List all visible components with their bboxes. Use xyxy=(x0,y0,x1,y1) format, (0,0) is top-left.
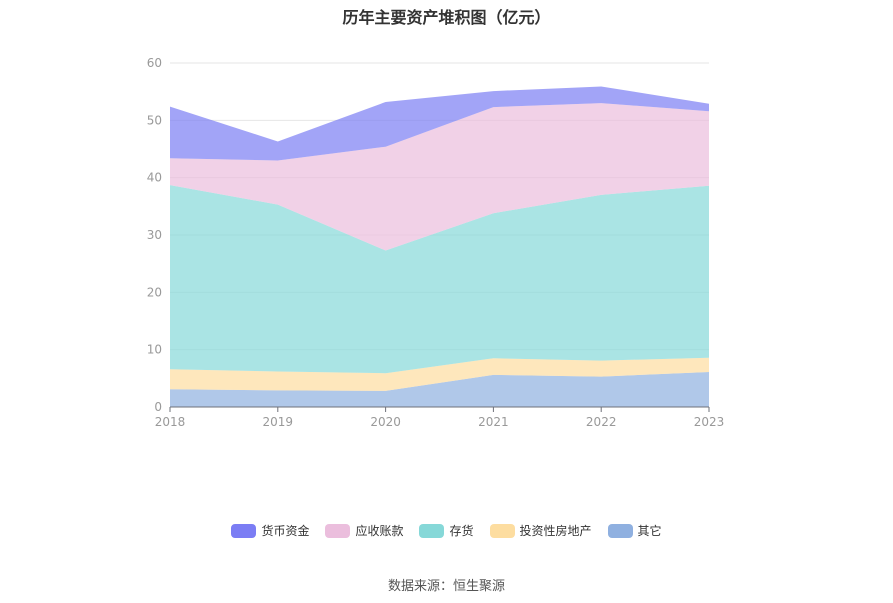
x-tick-label: 2022 xyxy=(586,415,617,429)
y-tick-label: 20 xyxy=(147,285,162,299)
axes: 0 10 20 30 40 50 60 2018 2019 2020 2021 2022 2023 xyxy=(147,56,725,429)
legend-item[interactable]: 货币资金 xyxy=(231,522,309,539)
legend-label: 货币资金 xyxy=(261,524,310,538)
legend-swatch xyxy=(325,523,351,538)
y-tick-label: 10 xyxy=(147,343,162,357)
area-series-group xyxy=(170,86,709,407)
legend-label: 其它 xyxy=(637,524,662,538)
x-tick-label: 2019 xyxy=(263,415,294,429)
area-series-3[interactable] xyxy=(170,103,709,251)
legend: 货币资金 应收账款 存货 投资性房地产 其它 xyxy=(0,522,893,539)
legend-item[interactable]: 存货 xyxy=(419,522,474,539)
area-series-1[interactable] xyxy=(170,357,709,391)
data-source: 数据来源：恒生聚源 xyxy=(387,579,505,594)
area-series-2[interactable] xyxy=(170,185,709,374)
legend-item[interactable]: 其它 xyxy=(607,522,662,539)
legend-item[interactable]: 应收账款 xyxy=(325,522,403,539)
legend-swatch xyxy=(231,523,257,538)
legend-label: 存货 xyxy=(449,524,474,538)
y-tick-label: 0 xyxy=(154,400,162,414)
x-tick-label: 2018 xyxy=(155,415,186,429)
area-series-0[interactable] xyxy=(170,372,709,407)
legend-swatch xyxy=(489,523,515,538)
y-tick-label: 30 xyxy=(147,228,162,242)
x-tick-label: 2020 xyxy=(370,415,401,429)
legend-label: 应收账款 xyxy=(355,524,404,538)
y-tick-label: 60 xyxy=(147,56,162,70)
legend-swatch xyxy=(607,523,633,538)
area-series-4[interactable] xyxy=(170,86,709,161)
y-tick-label: 40 xyxy=(147,171,162,185)
x-tick-label: 2021 xyxy=(478,415,509,429)
chart-title: 历年主要资产堆积图（亿元） xyxy=(342,8,551,27)
x-tick-label: 2023 xyxy=(694,415,725,429)
y-tick-label: 50 xyxy=(147,113,162,127)
legend-label: 投资性房地产 xyxy=(519,524,592,538)
legend-item[interactable]: 投资性房地产 xyxy=(489,522,592,539)
legend-swatch xyxy=(419,523,445,538)
